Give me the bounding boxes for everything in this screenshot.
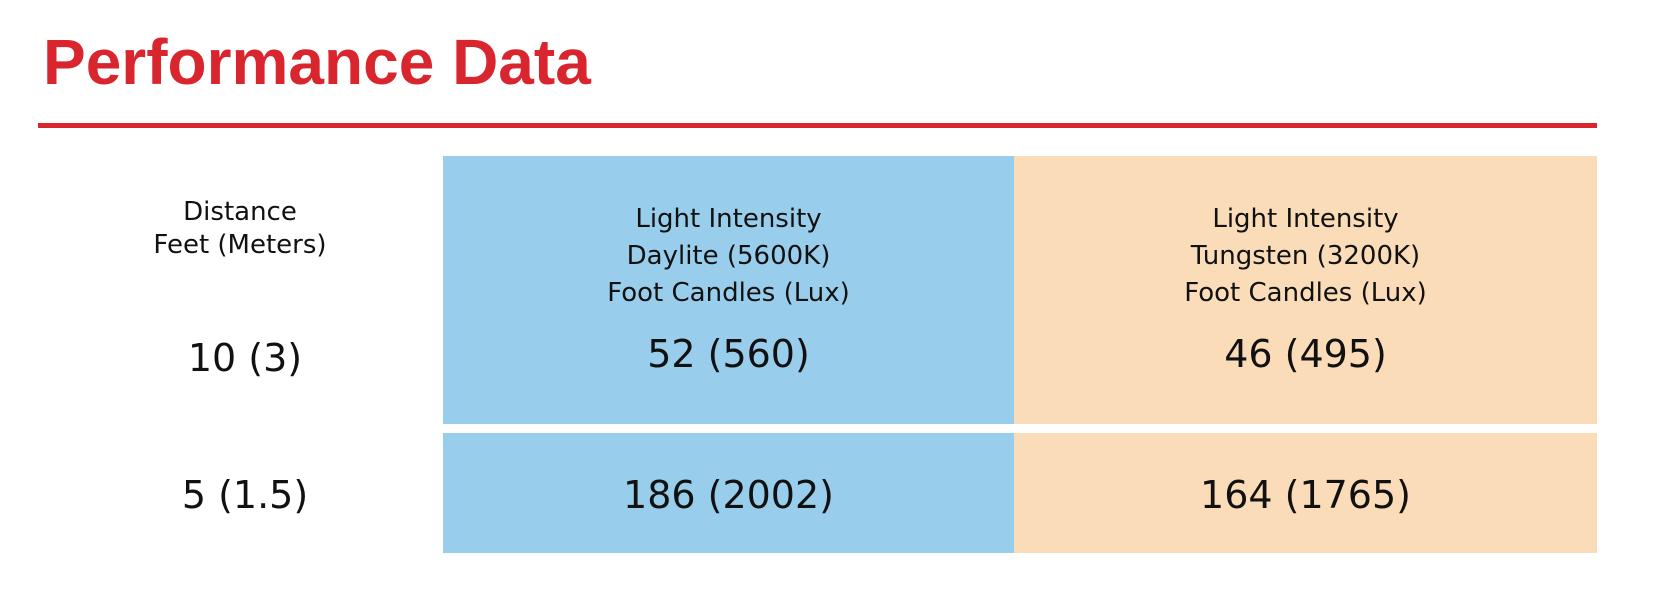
daylight-cell-row-2 bbox=[443, 433, 1014, 553]
daylight-header-line: Light Intensity bbox=[635, 204, 822, 234]
tungsten-cell-row-1 bbox=[1014, 156, 1597, 424]
tungsten-cell-row-2 bbox=[1014, 433, 1597, 553]
tungsten-header: Light Intensity Tungsten (3200K) Foot Ca… bbox=[1014, 201, 1597, 312]
distance-value: 5 (1.5) bbox=[181, 473, 309, 517]
title-divider bbox=[38, 123, 1597, 128]
daylight-header-line: Foot Candles (Lux) bbox=[607, 278, 850, 308]
page-title: Performance Data bbox=[43, 26, 591, 98]
tungsten-header-line: Tungsten (3200K) bbox=[1190, 241, 1421, 271]
distance-value: 10 (3) bbox=[187, 336, 303, 380]
daylight-cell-row-1 bbox=[443, 156, 1014, 424]
distance-header: Distance Feet (Meters) bbox=[90, 196, 390, 262]
distance-header-line: Distance bbox=[183, 197, 297, 227]
tungsten-header-line: Light Intensity bbox=[1212, 204, 1399, 234]
daylight-header: Light Intensity Daylite (5600K) Foot Can… bbox=[443, 201, 1014, 312]
daylight-header-line: Daylite (5600K) bbox=[626, 241, 831, 271]
daylight-value: 52 (560) bbox=[647, 332, 810, 376]
daylight-value: 186 (2002) bbox=[623, 473, 834, 517]
distance-header-line: Feet (Meters) bbox=[153, 230, 327, 260]
tungsten-value: 46 (495) bbox=[1224, 332, 1387, 376]
tungsten-header-line: Foot Candles (Lux) bbox=[1184, 278, 1427, 308]
tungsten-value: 164 (1765) bbox=[1200, 473, 1411, 517]
